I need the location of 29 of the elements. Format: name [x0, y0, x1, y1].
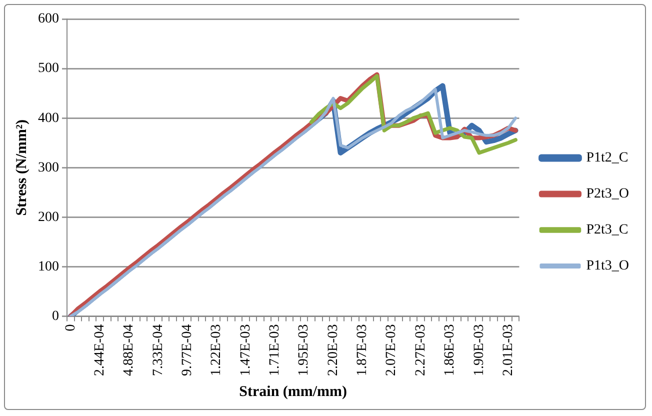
- x-tick-label: 1.71E-03: [268, 324, 283, 376]
- legend-label: P2t3_C: [586, 222, 628, 238]
- y-tick-label: 600: [38, 12, 59, 27]
- legend-label: P1t2_C: [586, 150, 628, 166]
- x-tick-label: 1.87E-03: [355, 324, 370, 376]
- y-tick-label: 500: [38, 61, 59, 76]
- legend-label: P2t3_O: [586, 186, 630, 202]
- y-tick-label: 100: [38, 259, 59, 274]
- x-tick-label: 2.44E-04: [92, 324, 108, 376]
- y-tick-label: 300: [38, 160, 59, 176]
- y-tick-label: 200: [38, 210, 59, 225]
- x-tick-label: 1.95E-03: [296, 324, 312, 376]
- x-tick-label: 2.01E-03: [500, 324, 516, 376]
- x-tick-label: 2.27E-03: [413, 324, 428, 376]
- x-tick-label: 1.47E-03: [238, 324, 254, 376]
- y-tick-label: 0: [52, 308, 59, 324]
- legend-label: P1t3_O: [586, 258, 630, 274]
- x-tick-label: 1.90E-03: [472, 324, 487, 376]
- y-axis-title: Stress (N/mm²): [14, 119, 30, 216]
- x-axis-title: Strain (mm/mm): [239, 384, 348, 400]
- x-tick-label: 4.88E-04: [122, 324, 137, 376]
- y-tick-label: 400: [38, 110, 59, 126]
- x-tick-label: 2.07E-03: [384, 324, 400, 376]
- x-tick-label: 9.77E-04: [180, 324, 196, 376]
- x-tick-label: 7.33E-04: [150, 324, 166, 376]
- x-tick-label: 0: [63, 324, 78, 332]
- x-tick-label: 1.22E-03: [209, 324, 224, 376]
- x-tick-label: 2.20E-03: [326, 324, 341, 376]
- x-tick-label: 1.86E-03: [442, 324, 458, 376]
